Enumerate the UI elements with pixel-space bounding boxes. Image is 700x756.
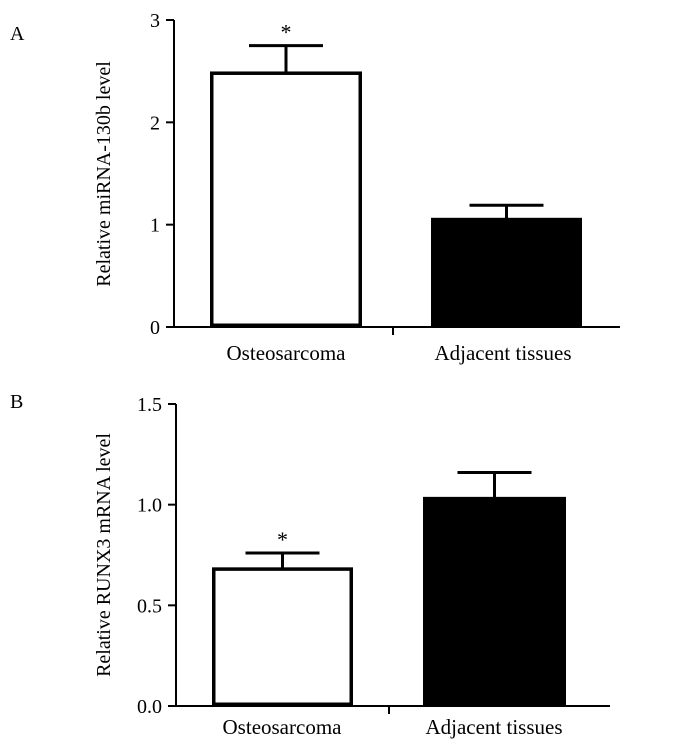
y-axis-label: Relative RUNX3 mRNA level (93, 433, 115, 677)
y-axis-label: Relative miRNA-130b level (93, 61, 115, 287)
x-tick-label: Osteosarcoma (223, 715, 343, 739)
y-tick-label: 1.0 (137, 495, 162, 517)
significance-marker: * (277, 527, 288, 552)
chart-panel-a: A Relative miRNA-130b level * 0 1 2 3 Osteosarc… (10, 10, 620, 365)
bar-osteosarcoma (210, 71, 362, 327)
x-tick-label: Osteosarcoma (227, 341, 347, 365)
chart-panel-b: B Relative RUNX3 mRNA level * 0.0 0.5 1.0 1.5 O… (10, 391, 610, 739)
y-tick-label: 1.5 (137, 394, 162, 416)
significance-marker: * (281, 20, 292, 45)
bar-adjacent-tissues (423, 496, 566, 707)
y-tick-label: 0.0 (137, 696, 162, 718)
y-tick-label: 3 (150, 10, 160, 32)
y-tick-label: 1 (150, 215, 160, 237)
panel-label: B (10, 391, 23, 413)
y-tick-label: 0.5 (137, 595, 162, 617)
x-tick-label: Adjacent tissues (425, 715, 562, 739)
bar-osteosarcoma (212, 567, 353, 706)
bar-adjacent-tissues (431, 217, 582, 327)
y-tick-label: 0 (150, 317, 160, 339)
panel-label: A (10, 23, 25, 45)
x-tick-label: Adjacent tissues (434, 341, 571, 365)
y-tick-label: 2 (150, 112, 160, 134)
